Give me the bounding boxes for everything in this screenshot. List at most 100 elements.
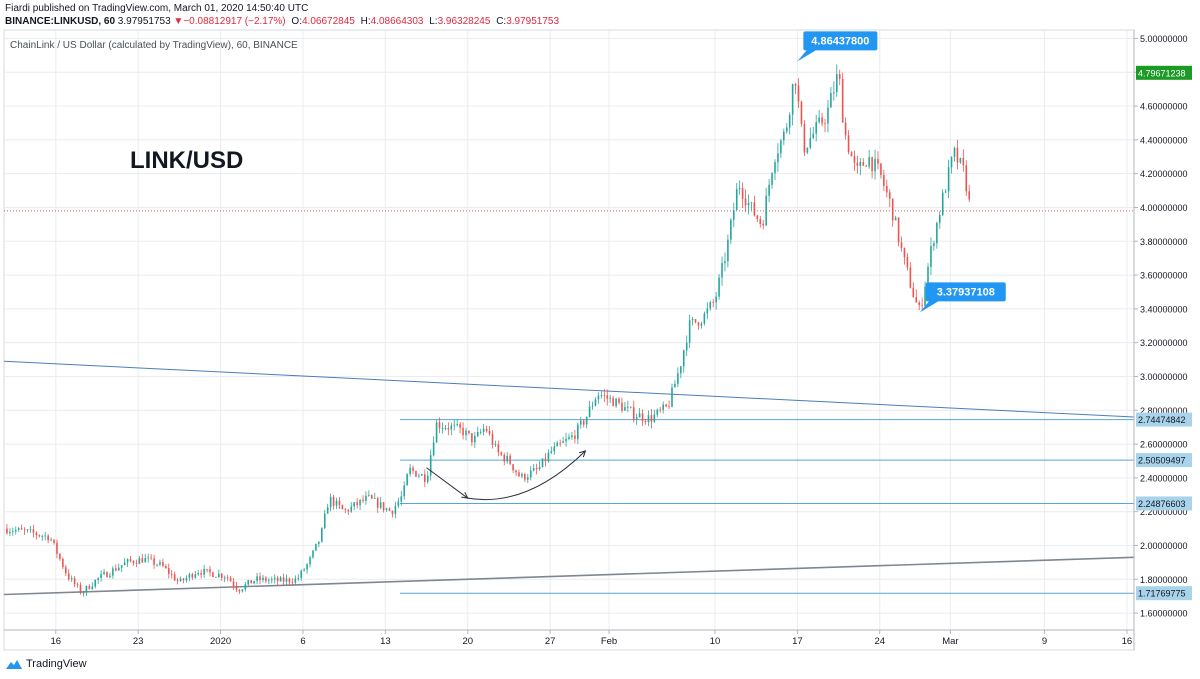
candle-body: [844, 122, 847, 136]
candle-body: [950, 156, 953, 168]
y-tick-label: 3.80000000: [1140, 237, 1188, 247]
candle-body: [924, 286, 926, 306]
candle-body: [853, 156, 856, 163]
candle-body: [426, 475, 429, 482]
candle-body: [212, 572, 214, 578]
candle-body: [371, 495, 373, 499]
candle-body: [818, 117, 820, 123]
trendline: [3, 360, 1135, 418]
candle-body: [815, 122, 817, 134]
candle-body: [226, 577, 229, 579]
price-axis[interactable]: 5.000000004.800000004.600000004.40000000…: [1134, 34, 1192, 619]
candle-body: [379, 502, 382, 508]
time-axis[interactable]: 16 23 2020 6 13 20 27 Feb 10 17 24 Mar 9 16: [51, 630, 1133, 647]
candle-body: [82, 592, 85, 594]
candle-body: [747, 202, 750, 206]
candle-body: [432, 442, 435, 456]
candle-body: [64, 567, 67, 574]
candle-body: [938, 215, 941, 223]
candle-body: [462, 427, 464, 436]
candle-body: [220, 573, 223, 578]
high-key: H:: [360, 16, 371, 27]
price-chart[interactable]: LINK/USD ChainLink / US Dollar (calculat…: [0, 28, 1200, 654]
candle-body: [706, 308, 709, 314]
candle-body: [603, 395, 606, 397]
low-key: L:: [429, 16, 438, 27]
candle-body: [176, 580, 179, 582]
current-price-badge: [1136, 65, 1192, 80]
candle-body: [67, 573, 70, 580]
candle-body: [730, 219, 732, 240]
candle-body: [653, 414, 656, 422]
candle-body: [547, 452, 550, 462]
candle-body: [194, 574, 197, 578]
x-tick-label: 2020: [210, 636, 231, 647]
candle-body: [612, 397, 614, 407]
candle-body: [809, 137, 812, 148]
candle-body: [162, 562, 164, 566]
candle-body: [206, 568, 208, 570]
candle-body: [794, 84, 797, 86]
tradingview-brand: TradingView: [26, 658, 87, 670]
candle-body: [279, 577, 282, 582]
y-tick-label: 4.20000000: [1140, 169, 1188, 179]
candle-body: [126, 559, 129, 563]
candle-body: [771, 173, 773, 185]
callout-box: [925, 282, 1006, 302]
price-change: −0.08812917 (−2.17%): [183, 16, 286, 27]
candle-body: [674, 383, 676, 388]
candle-body: [488, 430, 491, 434]
candle-body: [756, 215, 759, 220]
candle-body: [365, 495, 367, 501]
candle-body: [597, 395, 600, 400]
tradingview-logo-icon: [6, 659, 22, 669]
candle-body: [850, 152, 853, 157]
callout-label: 3.37937108: [937, 286, 995, 298]
down-triangle-icon: ▼: [173, 16, 184, 27]
candle-body: [170, 573, 173, 575]
candle-body: [359, 499, 361, 506]
candle-body: [768, 184, 770, 196]
x-tick-label: 13: [380, 636, 391, 647]
candle-body: [291, 582, 294, 583]
candle-body: [388, 508, 391, 511]
candle-body: [535, 468, 538, 470]
candle-body: [315, 543, 317, 551]
candle-body: [418, 475, 420, 477]
callout-pointer: [919, 300, 940, 313]
candle-body: [968, 191, 971, 200]
candle-body: [724, 261, 726, 264]
pattern-arrow: [426, 467, 468, 498]
candle-body: [368, 495, 370, 496]
candle-body: [400, 496, 403, 502]
candle-body: [521, 474, 523, 477]
candle-body: [132, 561, 135, 564]
candle-body: [485, 428, 488, 431]
candle-body: [70, 578, 73, 580]
candle-body: [785, 127, 788, 132]
candle-body: [886, 185, 888, 193]
candle-body: [62, 558, 64, 568]
candle-body: [135, 563, 138, 564]
candle-body: [150, 557, 152, 559]
candle-body: [100, 574, 102, 578]
candle-body: [509, 455, 511, 465]
candle-body: [265, 577, 267, 582]
candle-body: [741, 188, 744, 199]
candle-body: [321, 528, 323, 542]
candle-body: [868, 157, 870, 167]
candle-body: [897, 217, 900, 243]
candle-body: [406, 474, 408, 486]
candle-body: [165, 565, 167, 569]
x-tick-label: 10: [710, 636, 721, 647]
candle-body: [115, 568, 117, 571]
candle-body: [568, 437, 570, 439]
candle-body: [144, 558, 147, 563]
candle-body: [335, 500, 338, 506]
candle-body: [579, 420, 582, 425]
candle-body: [441, 428, 444, 429]
candle-body: [200, 573, 202, 575]
candle-body: [338, 500, 341, 506]
candle-body: [26, 529, 29, 531]
x-tick-label: 16: [1122, 636, 1133, 647]
